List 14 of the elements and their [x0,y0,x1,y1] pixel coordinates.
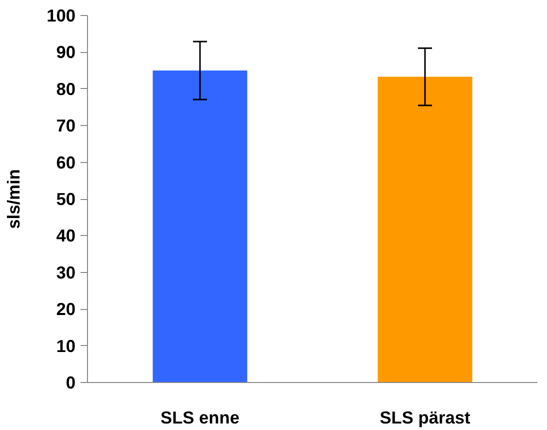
y-tick-label: 40 [56,226,76,246]
y-tick-label: 50 [56,189,76,209]
y-tick-label: 100 [46,6,76,26]
y-tick-label: 10 [56,336,76,356]
y-tick-label: 0 [66,372,76,392]
y-tick-label: 90 [56,42,76,62]
y-tick-label: 60 [56,152,76,172]
y-tick-label: 70 [56,116,76,136]
y-tick-label: 20 [56,299,76,320]
y-axis-title: sls/min [4,169,24,229]
x-tick-label: SLS pärast [380,408,470,428]
x-tick-label: SLS enne [160,408,240,428]
y-tick-label: 80 [56,78,76,99]
y-tick-label: 30 [56,262,76,282]
